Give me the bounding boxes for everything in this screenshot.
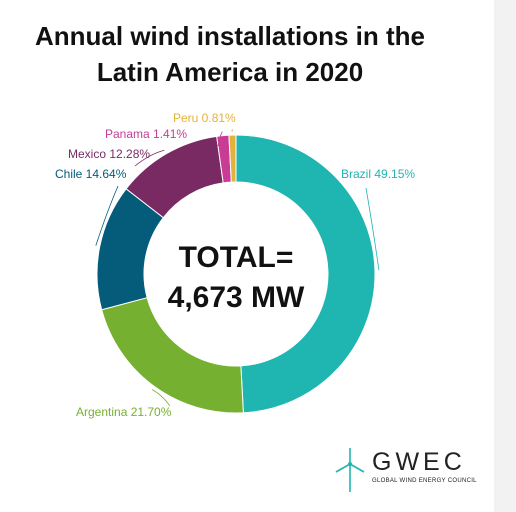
- slice-label-peru: Peru 0.81%: [173, 111, 236, 125]
- slice-label-argentina: Argentina 21.70%: [76, 405, 172, 419]
- slice-label-brazil: Brazil 49.15%: [341, 167, 415, 181]
- wind-turbine-icon: [335, 448, 365, 492]
- slice-label-panama: Panama 1.41%: [105, 127, 187, 141]
- chart-card: [0, 0, 494, 512]
- chart-title-line-2: Latin America in 2020: [96, 57, 364, 87]
- leader-line-mexico: [134, 149, 165, 167]
- slice-label-mexico: Mexico 12.28%: [68, 147, 150, 161]
- gwec-logo: GWEC GLOBAL WIND ENERGY COUNCIL: [332, 446, 482, 496]
- chart-title: Annual wind installations in the Latin A…: [0, 18, 460, 90]
- leader-line-chile: [95, 185, 119, 246]
- total-label-line-1: TOTAL=: [178, 241, 294, 274]
- chart-title-line-1: Annual wind installations in the: [34, 21, 425, 51]
- slice-label-chile: Chile 14.64%: [55, 167, 127, 181]
- leader-line-brazil: [365, 187, 380, 271]
- logo-subtitle: GLOBAL WIND ENERGY COUNCIL: [372, 478, 477, 484]
- slice-brazil: [235, 134, 376, 414]
- slice-peru: [228, 134, 237, 183]
- logo-wordmark: GWEC: [372, 448, 466, 476]
- total-label-line-2: 4,673 MW: [167, 281, 305, 314]
- total-label: TOTAL= 4,673 MW: [146, 238, 326, 318]
- leader-line-argentina: [151, 389, 171, 407]
- leader-line-panama: [217, 131, 223, 147]
